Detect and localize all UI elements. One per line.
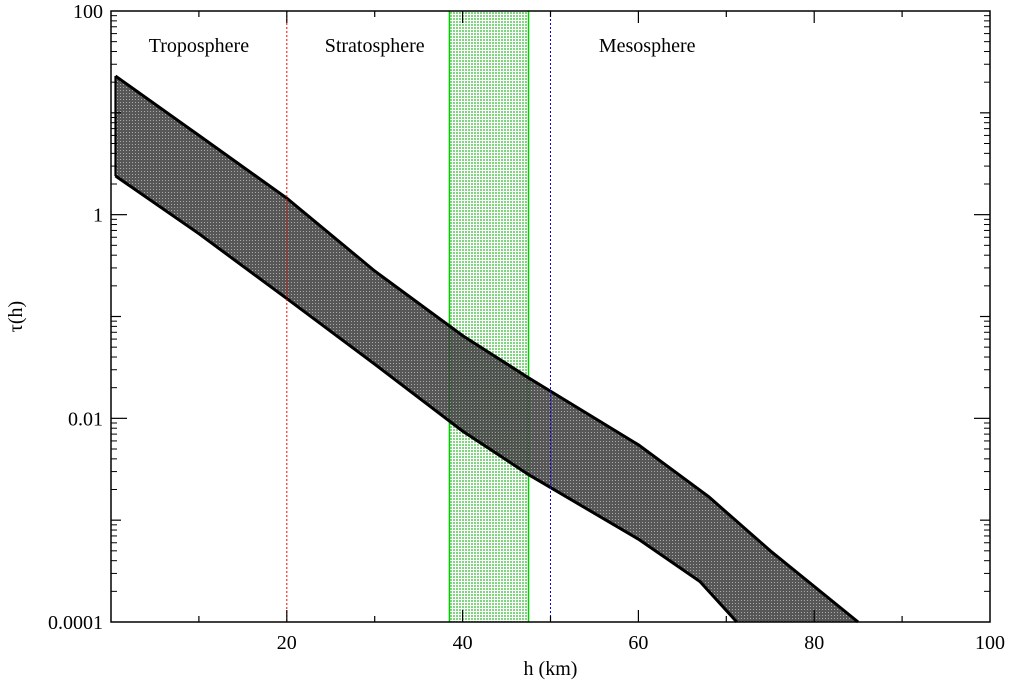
uncertainty-band: [115, 76, 859, 622]
x-tick-label: 60: [628, 632, 648, 654]
y-tick-label: 0.0001: [48, 612, 103, 634]
x-tick-label: 20: [277, 632, 297, 654]
shaded-span: [449, 11, 529, 622]
y-tick-label: 100: [73, 1, 103, 23]
x-tick-label: 100: [975, 632, 1005, 654]
band-lower-edge: [114, 174, 738, 624]
x-tick-label: 80: [804, 632, 824, 654]
band-upper-edge: [114, 74, 860, 624]
y-tick-label: 1: [93, 205, 103, 227]
region-label-stratosphere: Stratosphere: [325, 35, 425, 57]
y-tick-label: 0.01: [68, 408, 103, 430]
y-axis-label: τ(h): [5, 301, 27, 332]
x-tick-label: 40: [453, 632, 473, 654]
x-axis-label: h (km): [524, 658, 578, 680]
region-label-troposphere: Troposphere: [149, 35, 249, 57]
region-label-mesosphere: Mesosphere: [599, 35, 696, 57]
